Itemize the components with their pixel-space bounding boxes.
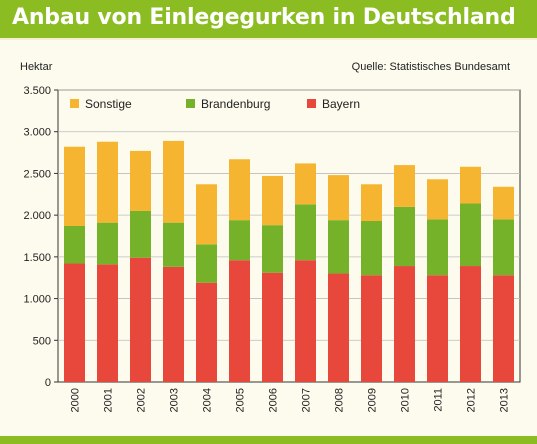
- chart-area: 0 500 1.000 1.500 2.000 2.500 3.000 3.500 2000 20…: [23, 85, 521, 412]
- legend-label: Brandenburg: [201, 97, 270, 111]
- legend-label: Bayern: [322, 97, 360, 111]
- bar-bayern: [64, 263, 85, 382]
- x-tick-label: 2003: [169, 388, 181, 412]
- y-tick-label: 3.500: [23, 85, 51, 97]
- bar-bayern: [130, 257, 151, 382]
- x-tick-label: 2009: [367, 388, 379, 412]
- y-tick-label: 1.000: [23, 294, 51, 306]
- bar-brandenburg: [460, 203, 481, 267]
- bar-sonstige: [229, 159, 250, 221]
- bar-sonstige: [460, 166, 481, 204]
- x-tick-label: 2004: [202, 388, 214, 412]
- x-tick-label: 2007: [301, 388, 313, 412]
- bar-sonstige: [196, 184, 217, 245]
- bar-bayern: [262, 272, 283, 382]
- bar-brandenburg: [493, 219, 514, 276]
- y-tick-label: 500: [33, 335, 51, 347]
- plot-frame: [57, 89, 521, 383]
- bar-brandenburg: [328, 220, 349, 274]
- legend-swatch: [186, 99, 195, 108]
- bar-bayern: [196, 282, 217, 382]
- bar-sonstige: [427, 179, 448, 220]
- stacked-bar-chart: 0 500 1.000 1.500 2.000 2.500 3.000 3.500 2000 20…: [23, 85, 521, 412]
- x-tick-label: 2010: [400, 388, 412, 412]
- bar-bayern: [427, 275, 448, 382]
- bar-bayern: [229, 260, 250, 382]
- bar-sonstige: [295, 163, 316, 205]
- y-axis-unit-label: Hektar: [20, 61, 53, 73]
- bar-sonstige: [493, 186, 514, 220]
- bar-sonstige: [262, 175, 283, 226]
- bar-bayern: [394, 266, 415, 382]
- bar-brandenburg: [130, 210, 151, 258]
- y-tick-label: 3.000: [23, 127, 51, 139]
- bar-sonstige: [328, 175, 349, 221]
- source-label: Quelle: Statistisches Bundesamt: [351, 61, 510, 73]
- y-tick-label: 2.000: [23, 210, 51, 222]
- bar-brandenburg: [163, 222, 184, 267]
- title-bar: Anbau von Einlegegurken in Deutschland: [0, 0, 537, 40]
- bar-brandenburg: [64, 225, 85, 264]
- footer-bar: [0, 436, 537, 444]
- bar-brandenburg: [229, 220, 250, 261]
- bar-sonstige: [130, 150, 151, 211]
- bar-sonstige: [163, 140, 184, 223]
- bar-brandenburg: [196, 244, 217, 283]
- bar-brandenburg: [97, 222, 118, 265]
- chart-title: Anbau von Einlegegurken in Deutschland: [12, 5, 516, 30]
- x-tick-label: 2006: [268, 388, 280, 412]
- bar-bayern: [460, 266, 481, 382]
- bar-bayern: [328, 273, 349, 382]
- legend-swatch: [70, 99, 79, 108]
- bar-bayern: [493, 275, 514, 382]
- x-tick-label: 2008: [334, 388, 346, 412]
- x-tick-label: 2001: [103, 388, 115, 412]
- bar-bayern: [361, 275, 382, 382]
- bar-brandenburg: [295, 204, 316, 261]
- bar-sonstige: [361, 184, 382, 221]
- bar-brandenburg: [427, 219, 448, 276]
- x-tick-label: 2000: [70, 388, 82, 412]
- x-tick-label: 2005: [235, 388, 247, 412]
- bar-bayern: [97, 264, 118, 382]
- bar-sonstige: [97, 141, 118, 223]
- x-tick-label: 2011: [433, 388, 445, 412]
- x-tick-label: 2012: [466, 388, 478, 412]
- bar-bayern: [163, 266, 184, 382]
- y-tick-label: 0: [45, 377, 51, 389]
- bar-brandenburg: [262, 225, 283, 273]
- x-tick-label: 2002: [136, 388, 148, 412]
- legend-swatch: [307, 99, 316, 108]
- bar-sonstige: [394, 165, 415, 207]
- y-tick-label: 1.500: [23, 252, 51, 264]
- y-tick-label: 2.500: [23, 168, 51, 180]
- bar-bayern: [295, 260, 316, 382]
- bar-brandenburg: [361, 220, 382, 276]
- bar-sonstige: [64, 146, 85, 226]
- bar-brandenburg: [394, 206, 415, 267]
- x-tick-label: 2013: [499, 388, 511, 412]
- legend-label: Sonstige: [85, 97, 132, 111]
